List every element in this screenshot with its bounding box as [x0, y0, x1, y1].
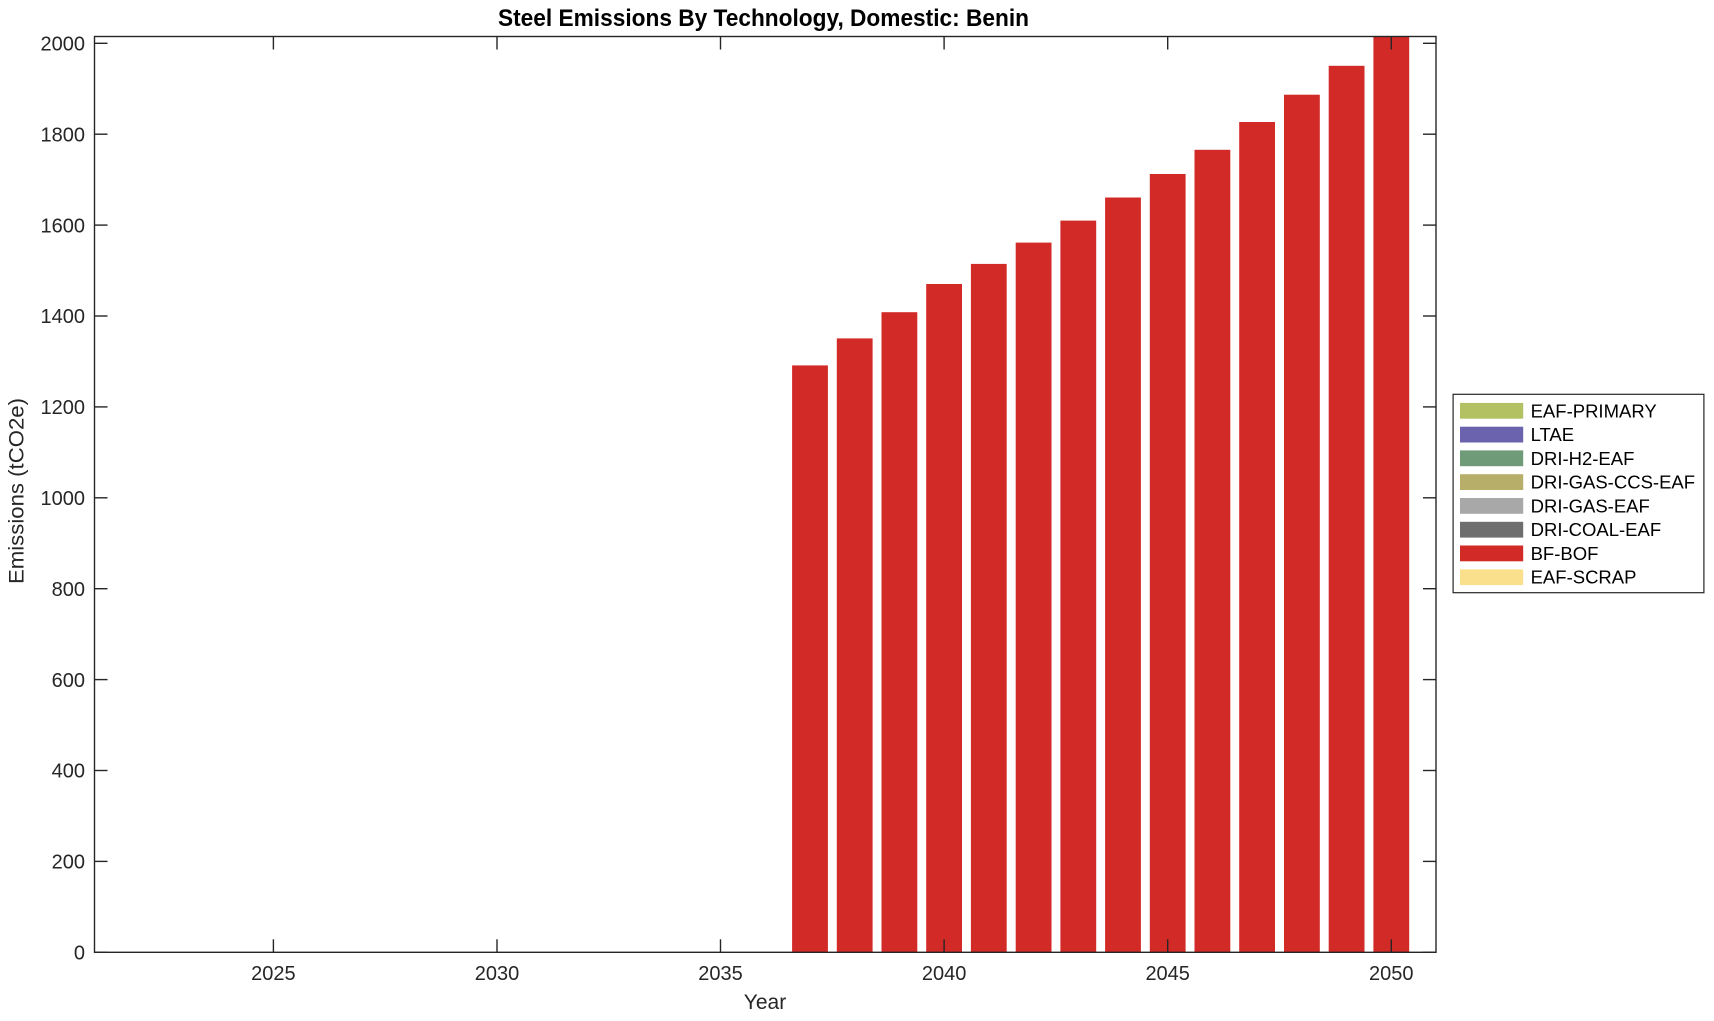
svg-text:600: 600: [52, 670, 85, 692]
svg-text:2030: 2030: [475, 963, 520, 985]
svg-text:DRI-COAL-EAF: DRI-COAL-EAF: [1531, 519, 1662, 540]
svg-text:EAF-SCRAP: EAF-SCRAP: [1531, 567, 1637, 588]
svg-text:Emissions (tCO2e): Emissions (tCO2e): [6, 398, 29, 584]
svg-text:BF-BOF: BF-BOF: [1531, 543, 1599, 564]
svg-text:1200: 1200: [41, 397, 86, 419]
svg-text:0: 0: [74, 943, 85, 965]
svg-text:2040: 2040: [922, 963, 967, 985]
svg-text:200: 200: [52, 852, 85, 874]
svg-text:1400: 1400: [41, 306, 86, 328]
svg-text:2000: 2000: [41, 34, 86, 56]
svg-text:DRI-GAS-EAF: DRI-GAS-EAF: [1531, 495, 1650, 516]
svg-text:400: 400: [52, 761, 85, 783]
svg-text:800: 800: [52, 579, 85, 601]
svg-text:EAF-PRIMARY: EAF-PRIMARY: [1531, 400, 1657, 421]
svg-text:2025: 2025: [251, 963, 296, 985]
svg-text:2050: 2050: [1369, 963, 1414, 985]
svg-text:1800: 1800: [41, 124, 86, 146]
svg-text:Steel Emissions By Technology,: Steel Emissions By Technology, Domestic:…: [498, 5, 1029, 32]
svg-text:LTAE: LTAE: [1531, 424, 1575, 445]
svg-text:DRI-H2-EAF: DRI-H2-EAF: [1531, 448, 1635, 469]
svg-text:2045: 2045: [1145, 963, 1190, 985]
svg-text:Year: Year: [744, 991, 786, 1014]
svg-text:1000: 1000: [41, 488, 86, 510]
svg-text:DRI-GAS-CCS-EAF: DRI-GAS-CCS-EAF: [1531, 472, 1695, 493]
svg-text:2035: 2035: [698, 963, 743, 985]
svg-text:1600: 1600: [41, 215, 86, 237]
